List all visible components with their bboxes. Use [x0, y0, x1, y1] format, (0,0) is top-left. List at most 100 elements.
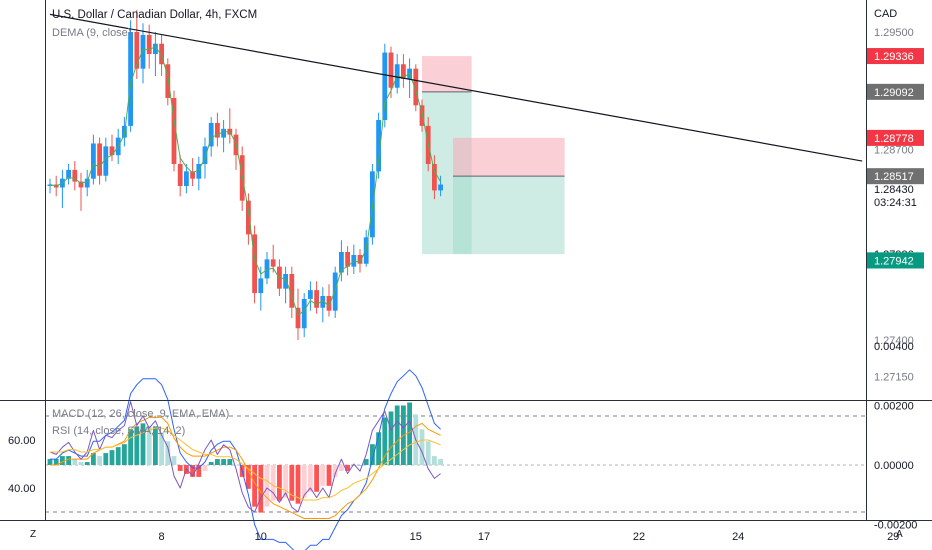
time-tick-label: 10: [255, 531, 267, 543]
macd-histogram-bar: [320, 465, 326, 486]
macd-histogram-bar: [177, 465, 183, 471]
macd-histogram-bar: [153, 426, 158, 465]
macd-histogram-bar: [115, 447, 121, 465]
dema-line: [49, 46, 442, 316]
chart-title: U.S. Dollar / Canadian Dollar, 4h, FXCM: [52, 9, 258, 21]
macd-histogram-bar: [277, 465, 282, 501]
price-label: 1.28778: [874, 133, 914, 145]
macd-histogram-bar: [382, 417, 388, 465]
chart-frame: [0, 0, 932, 521]
macd-histogram-bar: [215, 459, 220, 465]
candle-up: [258, 278, 264, 294]
candle-up: [128, 32, 133, 126]
macd-histogram-bar: [227, 459, 233, 465]
macd-histogram-bar: [146, 426, 152, 465]
price-label-box: [867, 168, 924, 185]
macd-histogram-bar: [432, 456, 437, 465]
price-label-box: [867, 48, 924, 65]
candle-down: [388, 52, 394, 88]
candle-up: [84, 178, 90, 188]
position-zones: [422, 56, 565, 255]
candle-down: [432, 164, 437, 191]
candle-down: [190, 171, 195, 179]
candle-down: [295, 307, 301, 329]
candle-down: [413, 68, 419, 106]
macd-histogram-bar: [134, 426, 140, 465]
candle-up: [363, 237, 369, 264]
price-tick-label: 1.29500: [874, 27, 914, 39]
candle-down: [171, 98, 177, 164]
macd-histogram-bar: [308, 465, 313, 492]
dema-legend[interactable]: DEMA (9, close): [52, 27, 132, 39]
candle-up: [153, 43, 158, 54]
rsi-tick-label: 60.00: [8, 435, 36, 447]
macd-histogram-bar: [264, 465, 270, 507]
macd-histogram-bar: [289, 465, 295, 501]
macd-histogram-bar: [332, 465, 338, 477]
candle-up: [376, 120, 381, 172]
price-label: 1.29092: [874, 87, 914, 99]
macd-legend[interactable]: MACD (12, 26, close, 9, EMA, EMA): [52, 408, 230, 420]
macd-tick-label: 0.00200: [874, 401, 914, 413]
macd-histogram-bar: [339, 465, 344, 471]
candle-up: [47, 184, 53, 186]
macd-histogram-bar: [388, 411, 394, 465]
candle-up: [66, 169, 71, 179]
macd-histogram-bar: [370, 444, 375, 465]
candle-down: [252, 234, 257, 294]
macd-histogram-bar: [246, 465, 251, 489]
macd-histogram-bar: [233, 465, 239, 466]
candle-up: [91, 143, 96, 179]
candle-down: [72, 169, 78, 182]
time-tick-label: 8: [159, 531, 165, 543]
candle-up: [308, 290, 313, 299]
macd-histogram-bar: [122, 444, 127, 465]
trendline-layer[interactable]: [49, 13, 863, 162]
macd-histogram-bar: [357, 465, 363, 466]
candle-up: [438, 184, 443, 191]
candle-up: [208, 122, 214, 147]
macd-histogram-bar: [376, 432, 381, 465]
macd-histogram-bar: [326, 465, 332, 486]
macd-histogram-bar: [363, 459, 369, 465]
candle-down: [159, 43, 164, 65]
rsi-legend[interactable]: RSI (14, close, SMA, 14, 2): [52, 425, 186, 437]
macd-histogram-bar: [109, 450, 115, 465]
macd-histogram-bar: [345, 465, 350, 471]
macd-histogram-bar: [407, 402, 412, 465]
candle-up: [339, 252, 344, 273]
dema-layer: [49, 46, 442, 316]
macd-histogram-bar: [171, 456, 177, 465]
indicator-pane: [45, 369, 866, 550]
candle-up: [332, 272, 338, 311]
macd-tick-label: 0.00000: [874, 460, 914, 472]
price-label: 1.27942: [874, 256, 914, 268]
candle-down: [134, 32, 140, 69]
macd-histogram-bar: [165, 441, 171, 465]
price-tick-label: 1.27150: [874, 372, 914, 384]
macd-tick-label: -0.00200: [874, 520, 917, 532]
auto-scale-button[interactable]: A: [896, 529, 903, 540]
rsi-tick-label: 40.00: [8, 483, 36, 495]
macd-histogram-bar: [128, 429, 133, 465]
macd-histogram-bar: [190, 465, 195, 477]
macd-histogram-bar: [295, 465, 301, 504]
time-axis: 810151722242931: [159, 531, 900, 543]
trendline[interactable]: [49, 13, 863, 162]
macd-histogram-bar: [283, 465, 288, 498]
candle-up: [221, 128, 226, 138]
candle-down: [314, 290, 319, 308]
macd-histogram-bar: [425, 441, 431, 465]
candle-down: [345, 252, 350, 267]
candle-down: [289, 274, 295, 308]
candle-down: [165, 64, 171, 98]
price-tick-label: 1.28700: [874, 144, 914, 156]
macd-histogram-bar: [202, 465, 208, 471]
candles: [47, 10, 443, 340]
target-zone-2: [453, 176, 565, 255]
candle-up: [301, 298, 307, 329]
price-axis: 1.29500 1.28700 1.27400 1.27150 1.29336 1.290…: [8, 27, 924, 532]
timezone-button[interactable]: Z: [30, 529, 37, 540]
macd-histogram-bar: [270, 465, 276, 501]
